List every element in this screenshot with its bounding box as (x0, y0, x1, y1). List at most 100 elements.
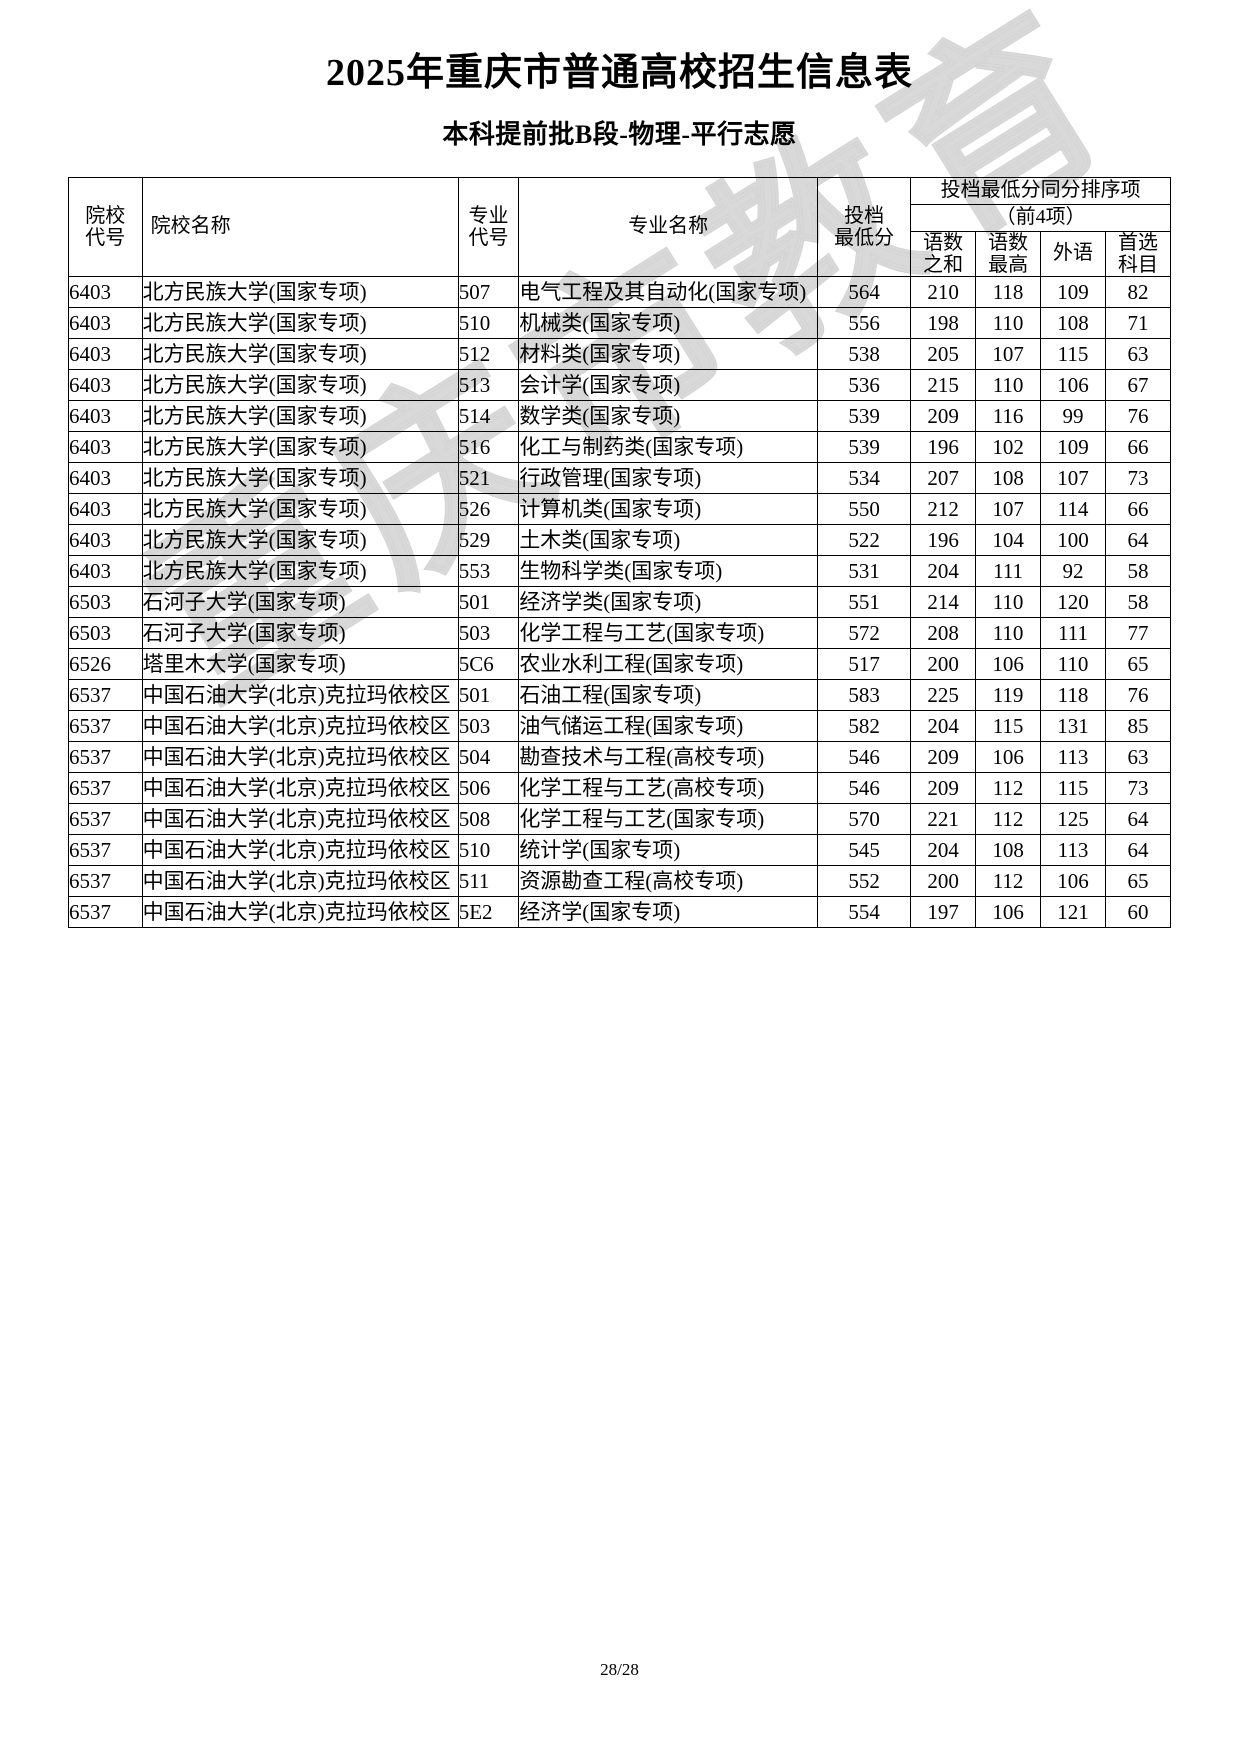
cell-tiebreak-3: 109 (1040, 276, 1106, 309)
cell-major-code: 501 (457, 679, 520, 712)
cell-tiebreak-1: 200 (910, 865, 977, 898)
cell-major-name: 机械类(国家专项) (518, 307, 819, 340)
cell-tiebreak-1: 209 (910, 772, 977, 805)
cell-tiebreak-4: 73 (1104, 462, 1172, 495)
header-tiebreak-group-line2: （前4项） (910, 204, 1171, 232)
cell-min-score: 534 (817, 462, 912, 495)
cell-school-name: 北方民族大学(国家专项) (141, 338, 459, 371)
table-row: 6403 北方民族大学(国家专项) 521 行政管理(国家专项) 534 207 108 10… (68, 462, 1172, 495)
cell-min-score: 564 (817, 276, 912, 309)
cell-tiebreak-2: 108 (975, 834, 1042, 867)
cell-major-name: 化学工程与工艺(国家专项) (518, 803, 819, 836)
cell-min-score: 546 (817, 772, 912, 805)
cell-tiebreak-2: 107 (975, 493, 1042, 526)
cell-tiebreak-3: 120 (1040, 586, 1106, 619)
cell-tiebreak-3: 113 (1040, 741, 1106, 774)
cell-tiebreak-1: 200 (910, 648, 977, 681)
cell-tiebreak-2: 112 (975, 865, 1042, 898)
cell-tiebreak-2: 106 (975, 741, 1042, 774)
cell-major-name: 生物科学类(国家专项) (518, 555, 819, 588)
cell-major-name: 勘查技术与工程(高校专项) (518, 741, 819, 774)
cell-school-name: 北方民族大学(国家专项) (141, 431, 459, 464)
cell-tiebreak-3: 99 (1040, 400, 1106, 433)
cell-tiebreak-4: 60 (1104, 896, 1172, 929)
cell-tiebreak-4: 66 (1104, 493, 1172, 526)
table-body: 6403 北方民族大学(国家专项) 507 电气工程及其自动化(国家专项) 564 210… (68, 276, 1172, 929)
table-row: 6537 中国石油大学(北京)克拉玛依校区 511 资源勘查工程(高校专项) 552 20… (68, 865, 1172, 898)
header-min-score-line2: 最低分 (834, 226, 895, 249)
cell-tiebreak-4: 65 (1104, 865, 1172, 898)
cell-major-code: 508 (457, 803, 520, 836)
cell-tiebreak-1: 204 (910, 555, 977, 588)
table-header: 院校 代号 院校名称 专业 代号 专业名称 投档 最低分 投档最低分同分排序项 (68, 176, 1172, 278)
cell-school-code: 6403 (68, 431, 143, 464)
cell-tiebreak-1: 198 (910, 307, 977, 340)
cell-major-code: 506 (457, 772, 520, 805)
cell-tiebreak-4: 76 (1104, 679, 1172, 712)
cell-major-code: 507 (457, 276, 520, 309)
cell-tiebreak-4: 76 (1104, 400, 1172, 433)
cell-tiebreak-3: 108 (1040, 307, 1106, 340)
cell-major-code: 553 (457, 555, 520, 588)
cell-school-code: 6403 (68, 338, 143, 371)
cell-min-score: 556 (817, 307, 912, 340)
cell-school-code: 6537 (68, 710, 143, 743)
cell-tiebreak-1: 210 (910, 276, 977, 309)
cell-tiebreak-2: 115 (975, 710, 1042, 743)
cell-school-name: 北方民族大学(国家专项) (141, 307, 459, 340)
table-row: 6526 塔里木大学(国家专项) 5C6 农业水利工程(国家专项) 517 200 106 1… (68, 648, 1172, 681)
cell-school-code: 6537 (68, 741, 143, 774)
cell-tiebreak-1: 212 (910, 493, 977, 526)
cell-school-code: 6503 (68, 586, 143, 619)
cell-min-score: 572 (817, 617, 912, 650)
cell-tiebreak-1: 204 (910, 834, 977, 867)
cell-school-name: 石河子大学(国家专项) (141, 586, 459, 619)
cell-min-score: 552 (817, 865, 912, 898)
cell-school-code: 6403 (68, 555, 143, 588)
header-min-score-line1: 投档 (844, 204, 885, 227)
header-sub-2-line2: 最高 (988, 253, 1029, 276)
cell-school-code: 6537 (68, 803, 143, 836)
cell-school-code: 6403 (68, 493, 143, 526)
cell-tiebreak-1: 205 (910, 338, 977, 371)
cell-tiebreak-3: 121 (1040, 896, 1106, 929)
cell-tiebreak-1: 207 (910, 462, 977, 495)
header-sub-4: 首选 科目 (1104, 230, 1172, 278)
cell-school-code: 6403 (68, 462, 143, 495)
table-row: 6503 石河子大学(国家专项) 503 化学工程与工艺(国家专项) 572 208 110… (68, 617, 1172, 650)
cell-tiebreak-1: 221 (910, 803, 977, 836)
header-row-3: 语数 之和 语数 最高 外语 首选 科目 (69, 230, 1172, 278)
page-number: 28/28 (600, 1660, 639, 1679)
header-sub-1: 语数 之和 (910, 230, 977, 278)
table-row: 6403 北方民族大学(国家专项) 526 计算机类(国家专项) 550 212 107 11… (68, 493, 1172, 526)
cell-tiebreak-2: 106 (975, 896, 1042, 929)
table-row: 6537 中国石油大学(北京)克拉玛依校区 503 油气储运工程(国家专项) 582 20… (68, 710, 1172, 743)
header-sub-4-line1: 首选 (1117, 231, 1158, 254)
cell-major-name: 经济学(国家专项) (518, 896, 819, 929)
cell-tiebreak-1: 209 (910, 741, 977, 774)
cell-tiebreak-4: 65 (1104, 648, 1172, 681)
cell-tiebreak-3: 92 (1040, 555, 1106, 588)
cell-tiebreak-4: 82 (1104, 276, 1172, 309)
header-min-score: 投档 最低分 (817, 176, 912, 278)
cell-min-score: 538 (817, 338, 912, 371)
cell-school-code: 6503 (68, 617, 143, 650)
cell-tiebreak-2: 110 (975, 586, 1042, 619)
cell-min-score: 550 (817, 493, 912, 526)
header-major-name: 专业名称 (518, 176, 819, 278)
cell-tiebreak-3: 106 (1040, 865, 1106, 898)
cell-min-score: 570 (817, 803, 912, 836)
cell-school-name: 中国石油大学(北京)克拉玛依校区 (141, 772, 459, 805)
cell-major-name: 资源勘查工程(高校专项) (518, 865, 819, 898)
cell-school-name: 中国石油大学(北京)克拉玛依校区 (141, 679, 459, 712)
table-row: 6537 中国石油大学(北京)克拉玛依校区 501 石油工程(国家专项) 583 225 1… (68, 679, 1172, 712)
cell-tiebreak-4: 85 (1104, 710, 1172, 743)
cell-major-code: 5C6 (457, 648, 520, 681)
cell-major-name: 数学类(国家专项) (518, 400, 819, 433)
cell-major-name: 会计学(国家专项) (518, 369, 819, 402)
cell-tiebreak-2: 119 (975, 679, 1042, 712)
cell-tiebreak-4: 77 (1104, 617, 1172, 650)
cell-tiebreak-4: 64 (1104, 834, 1172, 867)
table-row: 6403 北方民族大学(国家专项) 516 化工与制药类(国家专项) 539 196 102… (68, 431, 1172, 464)
cell-tiebreak-3: 111 (1040, 617, 1106, 650)
